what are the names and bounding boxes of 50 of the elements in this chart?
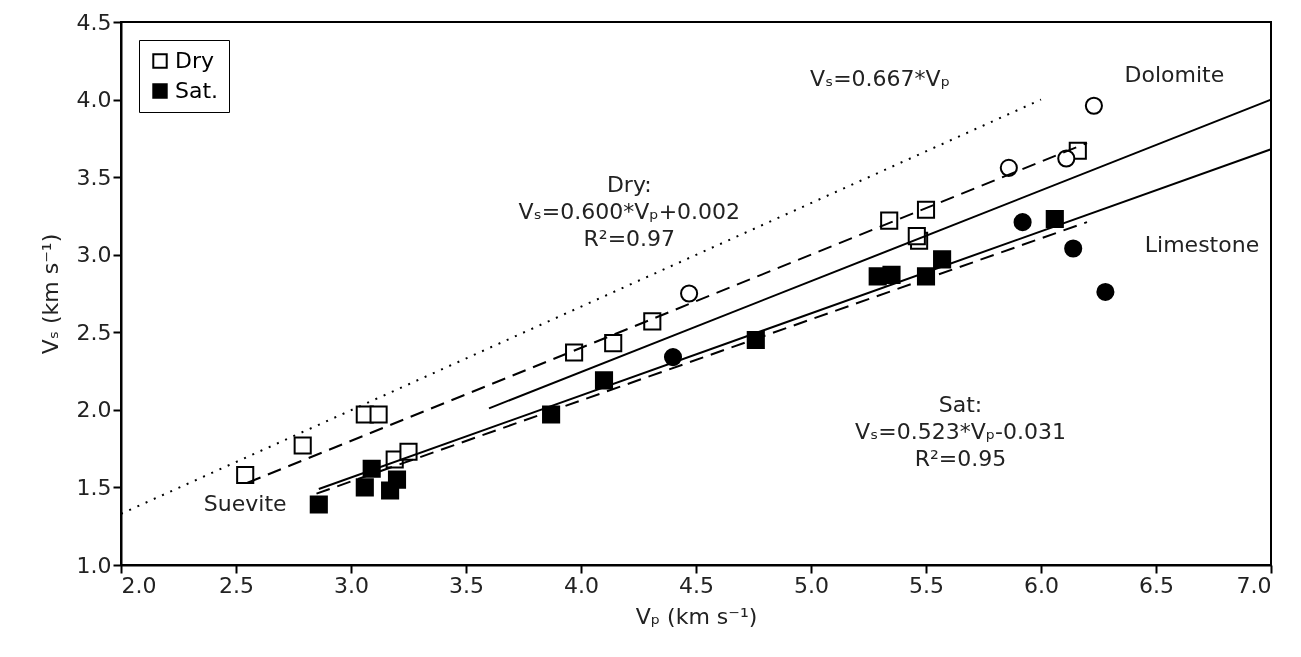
point — [369, 405, 388, 424]
x-tick-label: 2.0 — [121, 572, 157, 598]
point — [680, 284, 699, 303]
point — [933, 250, 952, 269]
x-tick-label: 5.0 — [794, 572, 829, 598]
y-tick-label: 4.5 — [76, 9, 112, 35]
y-tick-label: 1.0 — [76, 552, 112, 578]
x-tick-label: 6.0 — [1024, 572, 1059, 598]
y-tick-label: 4.0 — [76, 87, 112, 113]
point — [236, 465, 255, 485]
point — [880, 211, 899, 230]
point — [1057, 149, 1076, 168]
x-tick-label: 6.5 — [1139, 572, 1174, 598]
x-tick-label: 4.5 — [679, 572, 714, 598]
annotation: Dry: Vₛ=0.600*Vₚ+0.002 R²=0.97 — [518, 171, 741, 251]
point — [1084, 96, 1103, 115]
point — [1013, 213, 1032, 232]
y-tick-label: 3.0 — [76, 242, 112, 268]
x-tick-label: 3.5 — [449, 572, 484, 598]
point — [1096, 282, 1115, 301]
annotation: Vₛ=0.667*Vₚ — [809, 66, 951, 92]
x-tick-label: 7.0 — [1236, 572, 1272, 598]
annotation: Dolomite — [1124, 61, 1225, 87]
annotation: Suevite — [203, 491, 287, 517]
x-tick-label: 2.5 — [219, 572, 254, 598]
y-tick-label: 2.0 — [76, 397, 112, 423]
x-tick-label: 4.0 — [564, 572, 599, 598]
legend-label: Dry — [175, 48, 215, 73]
y-tick-label: 3.5 — [76, 164, 112, 190]
point — [643, 312, 662, 331]
point — [604, 334, 623, 353]
point — [565, 343, 584, 362]
annotation: Limestone — [1144, 232, 1260, 258]
x-tick-label: 5.5 — [909, 572, 944, 598]
y-axis-title: Vₛ (km s⁻¹) — [37, 233, 63, 355]
point — [594, 371, 614, 390]
point — [1045, 209, 1064, 229]
annotation: Sat: Vₛ=0.523*Vₚ-0.031 R²=0.95 — [854, 392, 1067, 472]
point — [882, 265, 901, 284]
point — [309, 495, 328, 514]
point — [999, 158, 1018, 177]
x-tick-label: 3.0 — [334, 572, 369, 598]
point — [293, 436, 312, 455]
point — [355, 478, 374, 497]
y-tick-label: 1.5 — [76, 474, 112, 500]
point — [387, 470, 407, 489]
x-axis-title: Vₚ (km s⁻¹) — [635, 603, 758, 629]
y-tick-label: 2.5 — [76, 319, 112, 345]
point — [1064, 239, 1083, 258]
legend-label: Sat. — [175, 78, 219, 103]
